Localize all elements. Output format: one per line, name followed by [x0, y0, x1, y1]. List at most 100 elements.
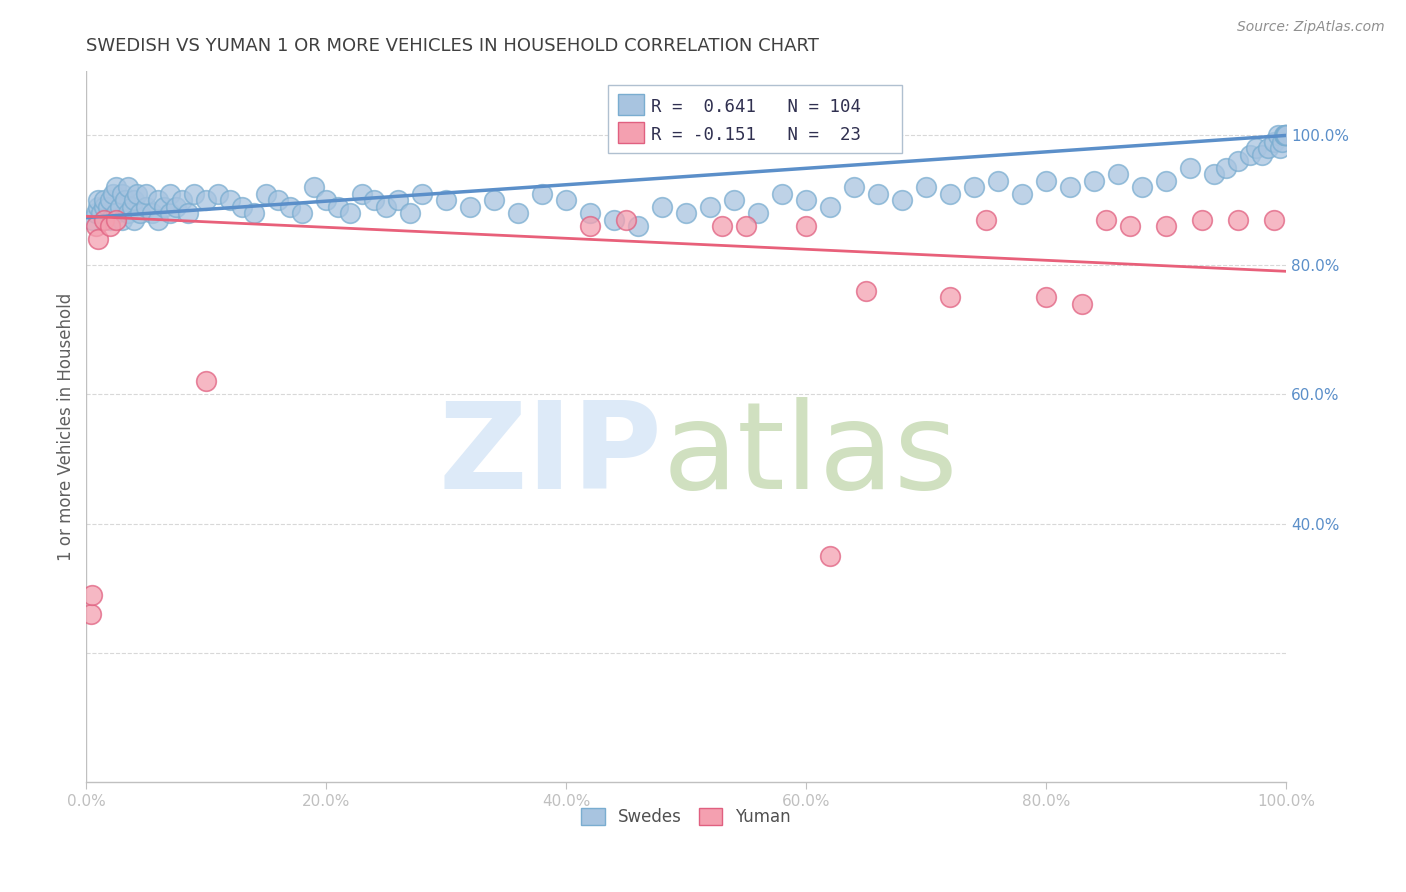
- Point: [699, 200, 721, 214]
- Point: [87, 232, 110, 246]
- Point: [219, 193, 242, 207]
- Point: [98, 219, 121, 233]
- Point: [1226, 212, 1249, 227]
- Point: [508, 206, 530, 220]
- Point: [411, 186, 433, 201]
- Point: [531, 186, 554, 201]
- Point: [98, 193, 121, 207]
- Point: [363, 193, 385, 207]
- Point: [818, 200, 841, 214]
- Point: [165, 200, 187, 214]
- Point: [1035, 174, 1057, 188]
- Point: [148, 212, 170, 227]
- Point: [794, 193, 817, 207]
- Text: R = -0.151   N =  23: R = -0.151 N = 23: [651, 127, 862, 145]
- Point: [93, 193, 115, 207]
- Text: Source: ZipAtlas.com: Source: ZipAtlas.com: [1237, 20, 1385, 34]
- Point: [651, 200, 673, 214]
- Text: SWEDISH VS YUMAN 1 OR MORE VEHICLES IN HOUSEHOLD CORRELATION CHART: SWEDISH VS YUMAN 1 OR MORE VEHICLES IN H…: [86, 37, 820, 55]
- Point: [735, 219, 758, 233]
- Point: [129, 206, 152, 220]
- Point: [98, 212, 121, 227]
- Point: [675, 206, 697, 220]
- Point: [711, 219, 734, 233]
- Text: atlas: atlas: [662, 397, 957, 514]
- Point: [1083, 174, 1105, 188]
- Point: [1154, 174, 1177, 188]
- Point: [891, 193, 914, 207]
- Point: [1274, 128, 1296, 143]
- Point: [135, 200, 157, 214]
- Point: [82, 212, 104, 227]
- Point: [1059, 180, 1081, 194]
- Point: [82, 588, 104, 602]
- Point: [434, 193, 457, 207]
- Point: [1154, 219, 1177, 233]
- Point: [627, 219, 650, 233]
- Point: [207, 186, 229, 201]
- Text: ZIP: ZIP: [439, 397, 662, 514]
- Point: [399, 206, 422, 220]
- Point: [818, 549, 841, 563]
- Point: [291, 206, 314, 220]
- Point: [1251, 148, 1274, 162]
- Point: [1275, 128, 1298, 143]
- Point: [80, 607, 103, 622]
- Point: [939, 186, 962, 201]
- Point: [111, 212, 134, 227]
- Point: [614, 212, 637, 227]
- Point: [1035, 290, 1057, 304]
- Point: [868, 186, 890, 201]
- Point: [603, 212, 626, 227]
- Point: [747, 206, 769, 220]
- Point: [101, 186, 124, 201]
- Point: [117, 180, 139, 194]
- Bar: [609, 85, 903, 153]
- Point: [153, 200, 176, 214]
- Point: [1263, 212, 1285, 227]
- Point: [723, 193, 745, 207]
- Point: [963, 180, 986, 194]
- Point: [458, 200, 481, 214]
- Text: R =  0.641   N = 104: R = 0.641 N = 104: [651, 98, 862, 116]
- Point: [987, 174, 1010, 188]
- Point: [1130, 180, 1153, 194]
- Point: [243, 206, 266, 220]
- Point: [482, 193, 505, 207]
- Point: [1274, 128, 1296, 143]
- Point: [1191, 212, 1213, 227]
- Point: [1268, 141, 1291, 155]
- Point: [177, 206, 200, 220]
- Point: [114, 193, 136, 207]
- Point: [90, 206, 112, 220]
- Point: [1107, 167, 1129, 181]
- Point: [1272, 128, 1295, 143]
- Point: [124, 193, 146, 207]
- Y-axis label: 1 or more Vehicles in Household: 1 or more Vehicles in Household: [58, 293, 75, 561]
- Point: [93, 200, 115, 214]
- Point: [111, 186, 134, 201]
- Point: [1244, 141, 1267, 155]
- Point: [108, 200, 131, 214]
- Point: [135, 186, 157, 201]
- Point: [328, 200, 350, 214]
- Point: [159, 186, 181, 201]
- Point: [1119, 219, 1142, 233]
- Point: [1226, 154, 1249, 169]
- Point: [770, 186, 793, 201]
- Point: [1071, 296, 1094, 310]
- Point: [84, 206, 107, 220]
- Point: [1263, 135, 1285, 149]
- Point: [254, 186, 277, 201]
- Point: [1257, 141, 1279, 155]
- Point: [87, 193, 110, 207]
- Point: [117, 206, 139, 220]
- Point: [172, 193, 194, 207]
- Point: [1011, 186, 1033, 201]
- Point: [105, 212, 128, 227]
- Point: [97, 200, 120, 214]
- Point: [842, 180, 865, 194]
- Point: [1215, 161, 1237, 175]
- Point: [159, 206, 181, 220]
- Bar: [617, 122, 644, 144]
